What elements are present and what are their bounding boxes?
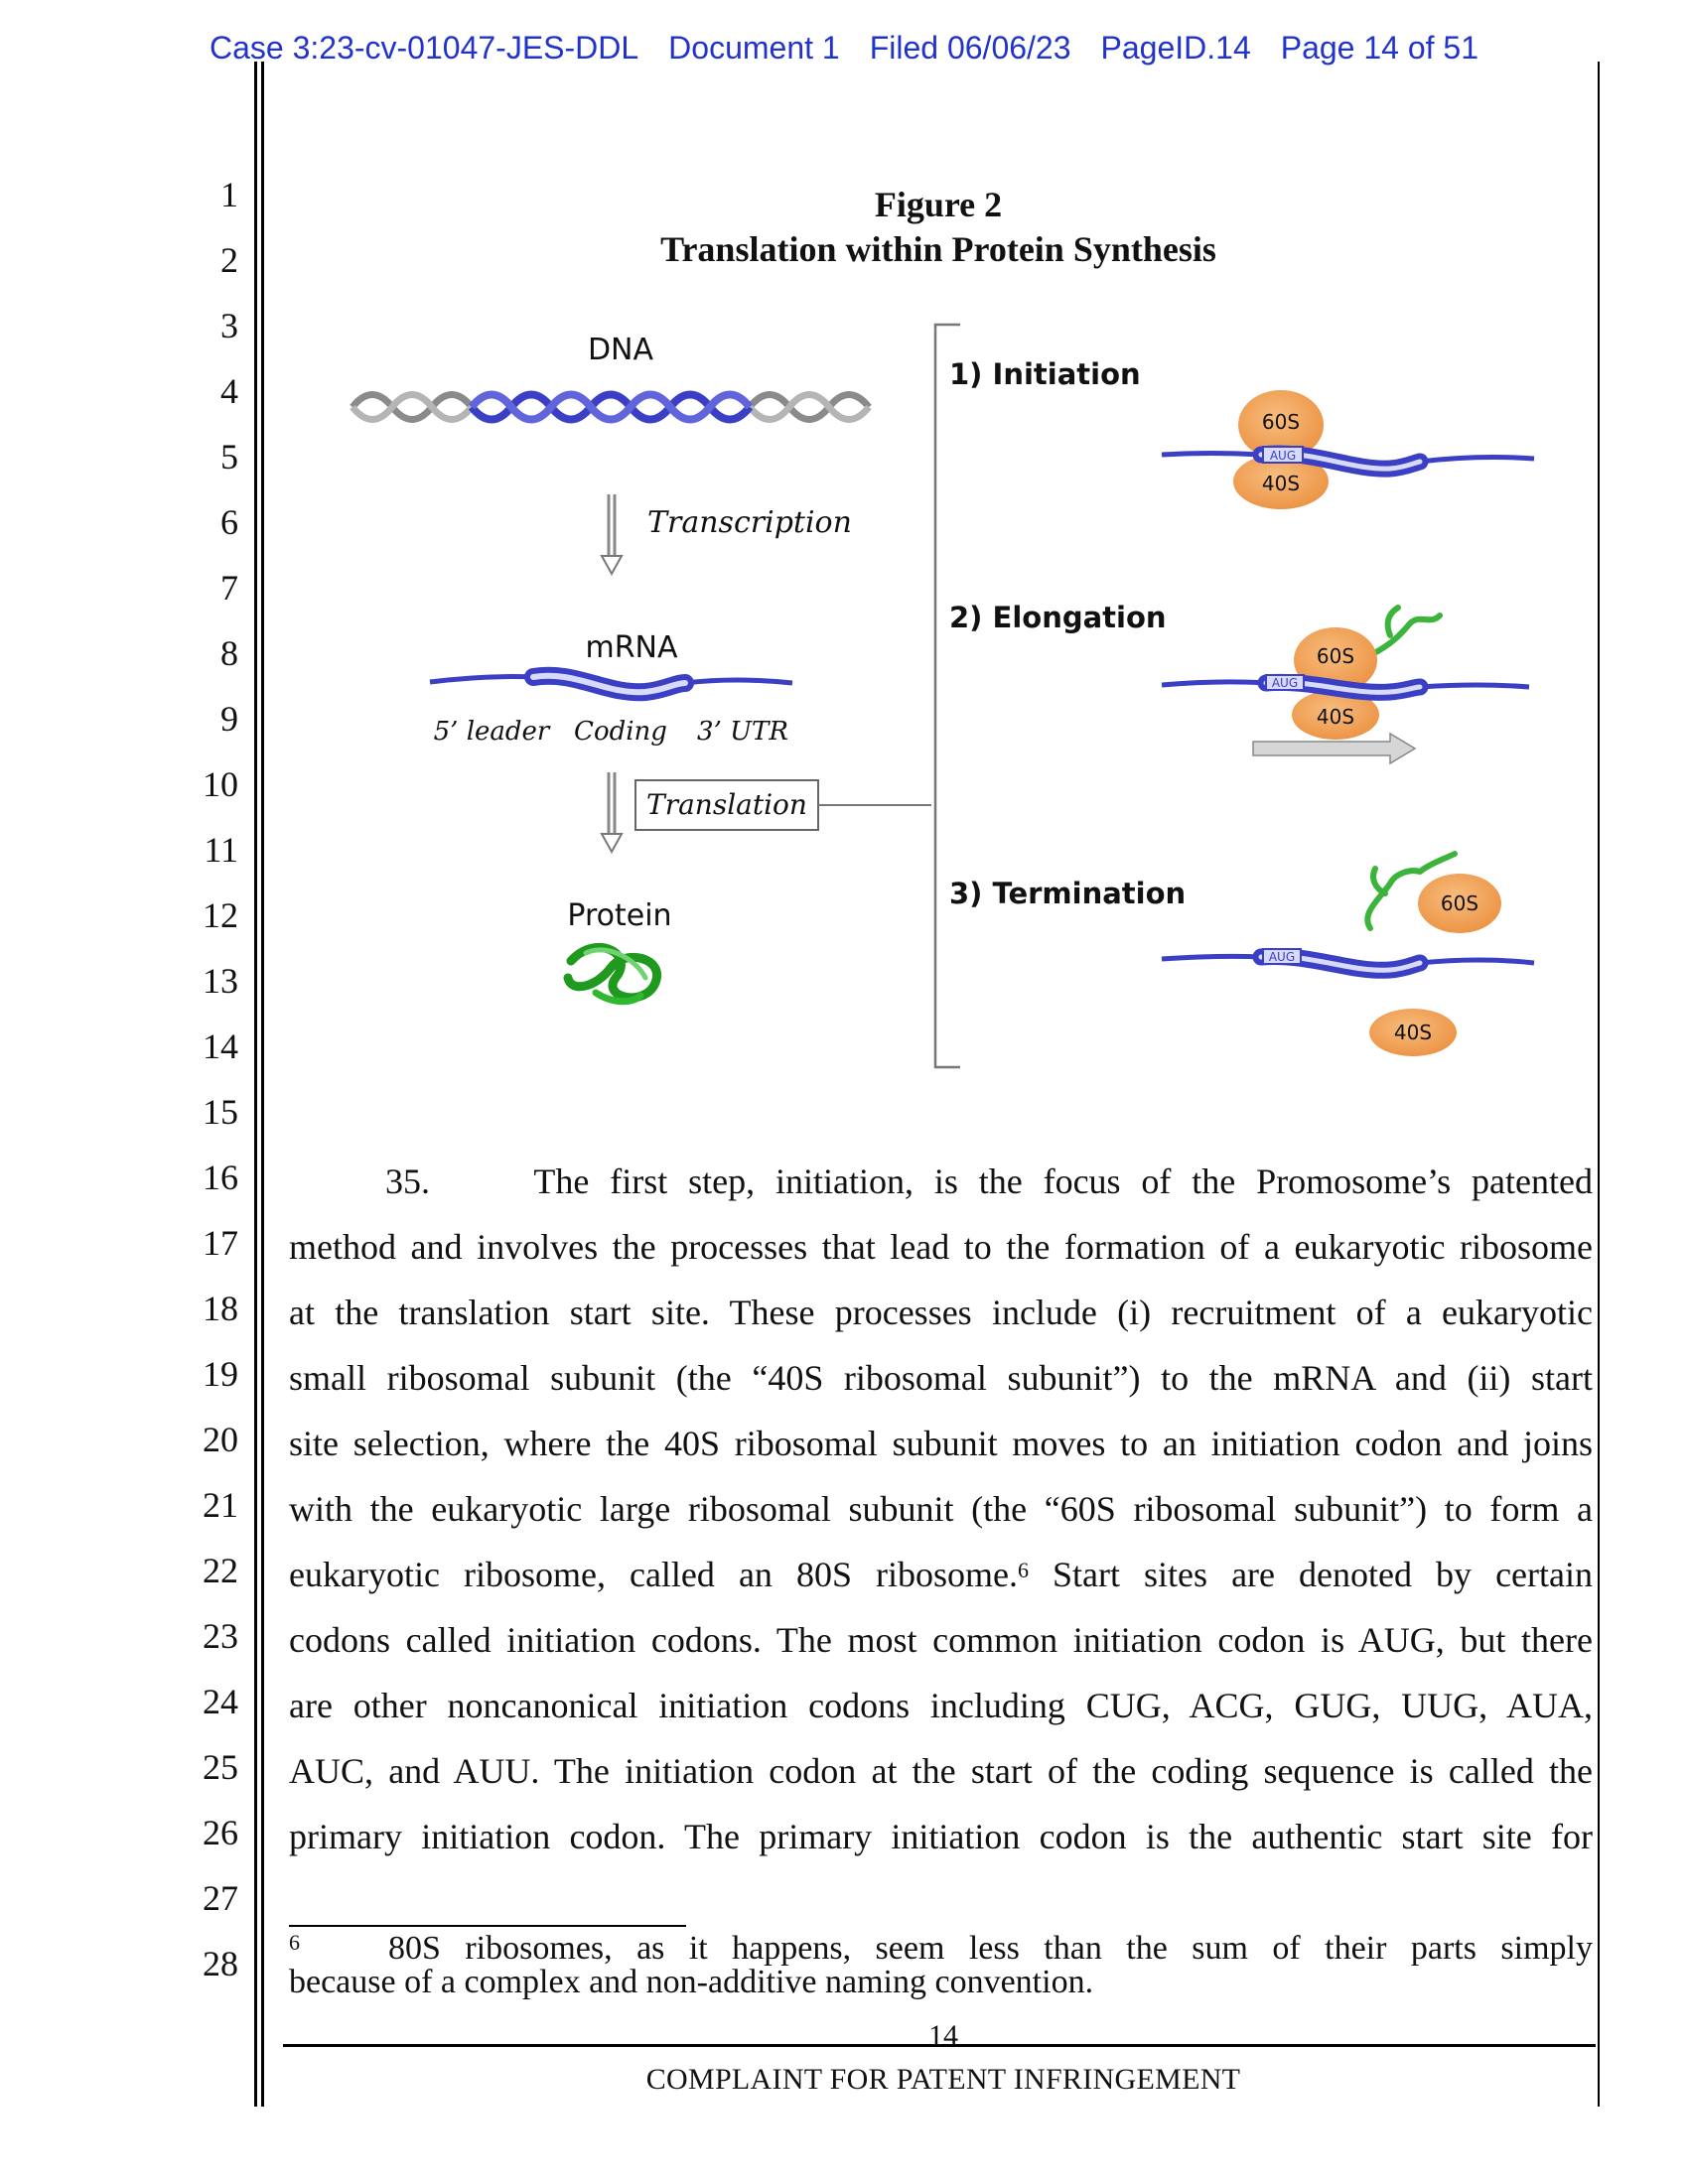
footnote: 6 80S ribosomes, as it happens, seem les…	[289, 1930, 1593, 2000]
transcription-label: Transcription	[647, 505, 852, 540]
page-id: PageID.14	[1100, 30, 1251, 66]
line-number: 8	[220, 633, 238, 673]
page-count: Page 14 of 51	[1280, 30, 1479, 66]
line-number: 10	[203, 764, 238, 804]
line-number: 13	[203, 961, 238, 1001]
figure-title: Figure 2	[874, 185, 1003, 224]
line-number: 22	[203, 1551, 238, 1590]
movement-arrow-icon	[1252, 732, 1417, 765]
steps-bracket	[933, 323, 960, 1069]
body-line: eukaryotic ribosome, called an 80S ribos…	[289, 1550, 1593, 1599]
body-line: small ribosomal subunit (the “40S riboso…	[289, 1358, 1593, 1398]
leader-label: 5’ leader	[434, 717, 551, 747]
body-line: method and involves the processes that l…	[289, 1227, 1593, 1267]
dna-helix-icon	[350, 390, 872, 424]
body-line: primary initiation codon. The primary in…	[289, 1817, 1593, 1856]
left-margin-rule-inner	[261, 62, 264, 2107]
line-number: 27	[203, 1878, 238, 1918]
body-line: codons called initiation codons. The mos…	[289, 1620, 1593, 1660]
large-subunit-label: 60S	[1262, 410, 1300, 434]
right-margin-rule	[1598, 62, 1600, 2107]
translation-label: Translation	[646, 788, 807, 821]
mrna-strand-icon	[429, 666, 793, 702]
line-number: 18	[203, 1289, 238, 1328]
elongation-ribosome-icon: AUG 60S 40S	[1161, 605, 1530, 765]
elongation-label: 2) Elongation	[949, 601, 1167, 634]
line-number: 6	[220, 502, 238, 542]
line-number: 23	[203, 1616, 238, 1656]
mrna-label: mRNA	[585, 630, 678, 665]
body-line: with the eukaryotic large ribosomal subu…	[289, 1489, 1593, 1529]
line-number: 24	[203, 1682, 238, 1721]
line-number: 1	[220, 175, 238, 214]
small-subunit-label: 40S	[1394, 1021, 1432, 1044]
line-number: 15	[203, 1092, 238, 1132]
protein-label: Protein	[567, 898, 671, 933]
translation-box	[634, 779, 819, 831]
figure-subtitle: Translation within Protein Synthesis	[660, 229, 1216, 269]
line-number: 11	[204, 830, 238, 870]
footnote-reference[interactable]: 6	[1017, 1558, 1029, 1582]
line-number: 12	[203, 895, 238, 935]
translation-diagram: DNA Transcription mRNA 5’ leader Coding …	[350, 323, 1535, 1069]
aug-codon-label: AUG	[1272, 676, 1298, 690]
line-number: 20	[203, 1420, 238, 1459]
line-number: 17	[203, 1223, 238, 1263]
initiation-label: 1) Initiation	[949, 357, 1141, 391]
aug-codon-label: AUG	[1269, 950, 1295, 964]
line-number: 25	[203, 1747, 238, 1787]
initiation-ribosome-icon: AUG 60S 40S	[1161, 390, 1535, 509]
footer-rule	[283, 2044, 1596, 2047]
body-line: site selection, where the 40S ribosomal …	[289, 1424, 1593, 1463]
body-line-text: eukaryotic ribosome, called an 80S ribos…	[289, 1555, 1018, 1594]
line-number: 21	[203, 1485, 238, 1525]
small-subunit-label: 40S	[1262, 472, 1300, 495]
large-subunit-label: 60S	[1317, 644, 1354, 668]
protein-fold-icon	[563, 942, 662, 1006]
line-number: 7	[220, 568, 238, 608]
large-subunit-label: 60S	[1441, 891, 1478, 915]
footnote-line: because of a complex and non-additive na…	[289, 1964, 1094, 2000]
line-number: 19	[203, 1354, 238, 1394]
small-subunit-label: 40S	[1317, 705, 1354, 729]
figure-heading: Figure 2 Translation within Protein Synt…	[288, 183, 1589, 272]
line-number: 26	[203, 1813, 238, 1852]
line-number: 28	[203, 1944, 238, 1983]
translation-arrow-icon	[600, 772, 624, 855]
body-line-text: Start sites are denoted by certain	[1028, 1555, 1593, 1594]
line-number: 4	[220, 371, 238, 411]
dna-label: DNA	[588, 333, 654, 367]
footnote-rule	[289, 1925, 686, 1927]
filed-date: Filed 06/06/23	[869, 30, 1071, 66]
termination-ribosome-icon: 60S AUG 40S	[1161, 851, 1535, 1056]
transcription-arrow-icon	[600, 494, 624, 577]
body-line: are other noncanonical initiation codons…	[289, 1686, 1593, 1725]
coding-label: Coding	[574, 717, 667, 747]
line-number: 5	[220, 437, 238, 477]
page-number: 14	[928, 2019, 958, 2052]
footnote-line: 80S ribosomes, as it happens, seem less …	[388, 1930, 1593, 1967]
line-number: 16	[203, 1158, 238, 1197]
body-line: at the translation start site. These pro…	[289, 1293, 1593, 1332]
utr-label: 3’ UTR	[697, 717, 788, 747]
document-number: Document 1	[668, 30, 840, 66]
footer-title: COMPLAINT FOR PATENT INFRINGEMENT	[645, 2063, 1241, 2096]
body-line: AUC, and AUU. The initiation codon at th…	[289, 1751, 1593, 1791]
line-number: 2	[220, 240, 238, 280]
line-number: 3	[220, 306, 238, 345]
case-header: Case 3:23-cv-01047-JES-DDL Document 1 File…	[0, 30, 1688, 67]
body-line: 35. The first step, initiation, is the f…	[385, 1161, 1593, 1201]
line-number: 9	[220, 699, 238, 739]
aug-codon-label: AUG	[1270, 449, 1296, 463]
line-number: 14	[203, 1026, 238, 1066]
case-number: Case 3:23-cv-01047-JES-DDL	[209, 30, 639, 66]
termination-label: 3) Termination	[949, 877, 1186, 910]
left-margin-rule-outer	[254, 62, 257, 2107]
footnote-number: 6	[289, 1930, 300, 1955]
